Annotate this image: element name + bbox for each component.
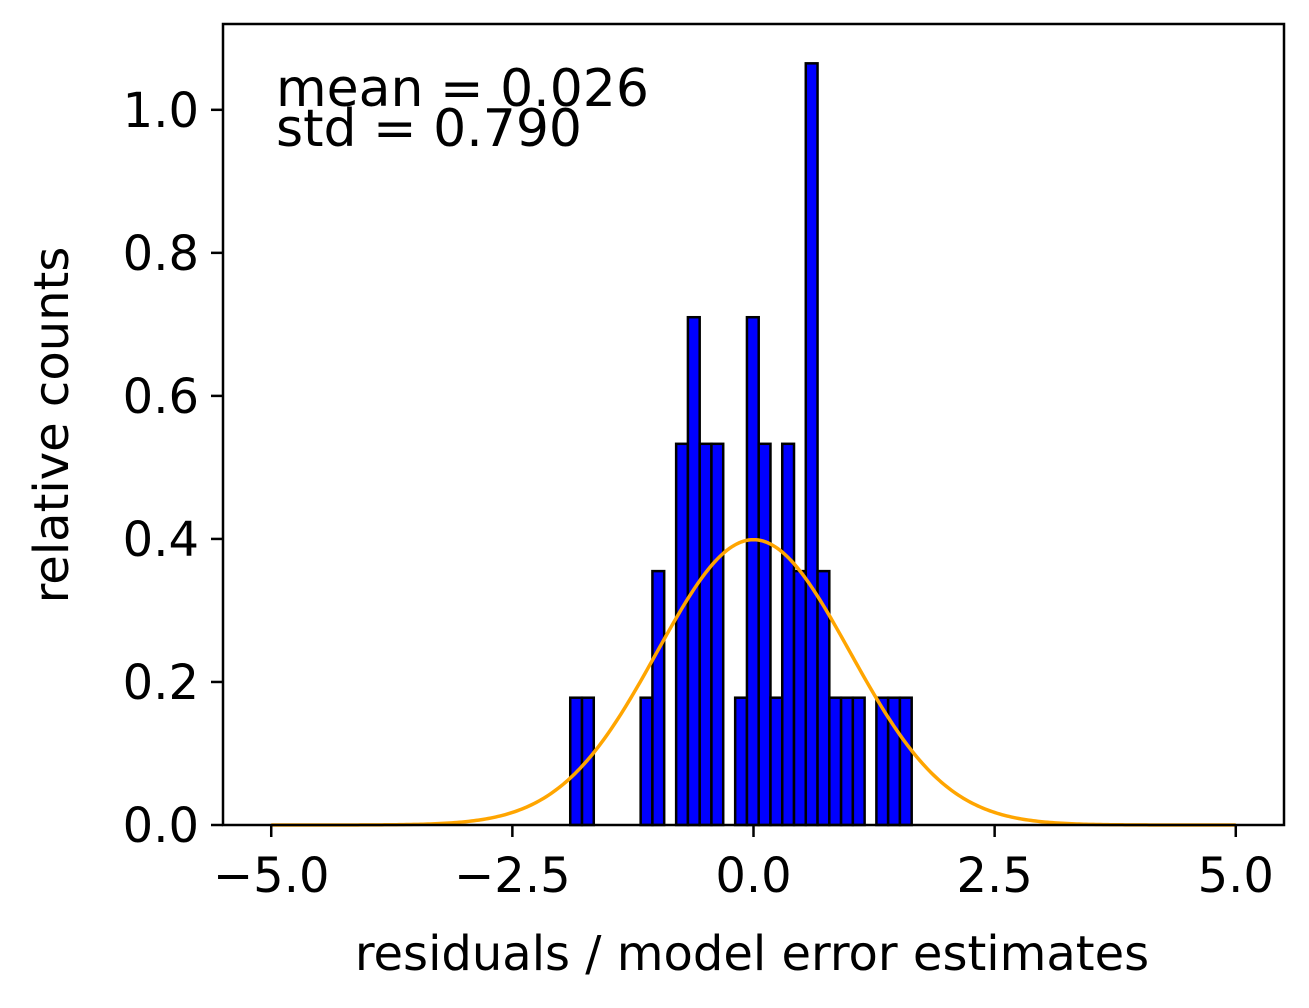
x-axis-label: residuals / model error estimates [355,926,1149,982]
histogram-bar-12 [780,442,796,827]
histogram-bar-13 [792,569,808,827]
histogram-bar-0 [568,696,584,827]
x-axis-ticks: −5.0 −2.5 0.0 2.5 5.0 [213,825,1274,904]
histogram-bar-3 [651,569,666,827]
x-tick-label: 5.0 [1198,848,1274,904]
histogram-bar-7 [710,442,725,827]
histogram-bar-11 [769,696,784,827]
y-tick-label: 1.0 [123,83,199,139]
histogram-bar-16 [828,696,843,827]
histogram-bar-9 [745,315,760,827]
histogram-bar-17 [839,696,855,827]
histogram-bar-14 [804,62,819,827]
y-tick-label: 0.0 [123,798,199,854]
y-tick-label: 0.4 [123,512,199,568]
histogram-bar-10 [757,442,772,827]
x-tick-label: −2.5 [454,848,571,904]
y-axis-label: relative counts [24,247,80,604]
y-axis-ticks: 0.0 0.2 0.4 0.6 0.8 1.0 [123,83,223,854]
histogram-bar-8 [733,696,749,827]
histogram-bar-4 [674,442,690,827]
x-tick-label: 2.5 [956,848,1032,904]
histogram-bar-5 [686,315,701,827]
mean-annotation: mean = 0.026 [276,59,649,119]
histogram-bar-18 [851,696,866,827]
y-tick-label: 0.6 [123,369,199,425]
histogram-bar-2 [639,696,654,827]
y-tick-label: 0.2 [123,655,199,711]
histogram-bar-20 [886,696,902,827]
x-tick-label: 0.0 [715,848,791,904]
histogram-bar-6 [698,442,713,827]
x-tick-label: −5.0 [213,848,330,904]
y-tick-label: 0.8 [123,226,199,282]
std-annotation: std = 0.790 [276,99,582,159]
histogram-bar-21 [898,696,913,827]
